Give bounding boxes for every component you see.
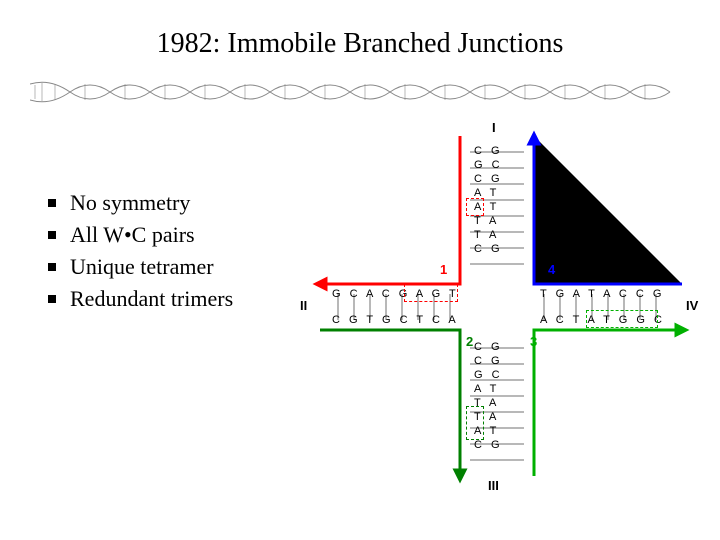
bullet-icon	[48, 199, 56, 207]
list-item: Redundant trimers	[48, 286, 233, 312]
list-item: Unique tetramer	[48, 254, 233, 280]
bullet-text: Redundant trimers	[70, 286, 233, 312]
arm-label-III: III	[488, 478, 499, 493]
list-item: No symmetry	[48, 190, 233, 216]
strand-label-2: 2	[466, 334, 473, 349]
strand-label-1: 1	[440, 262, 447, 277]
bullet-text: Unique tetramer	[70, 254, 214, 280]
highlight-box-armII	[404, 284, 458, 302]
bullet-icon	[48, 263, 56, 271]
bullet-icon	[48, 231, 56, 239]
bullet-text: All W•C pairs	[70, 222, 195, 248]
highlight-box-armIII	[466, 406, 484, 440]
arm-label-I: I	[492, 120, 496, 135]
strand-label-3: 3	[530, 334, 537, 349]
arm-IV-top-sequence: T G A T A C C G	[540, 288, 664, 300]
bullet-text: No symmetry	[70, 190, 190, 216]
arm-II-bottom-sequence: C G T G C T C A	[332, 314, 459, 326]
dna-helix-decoration	[30, 78, 690, 106]
bullet-list: No symmetry All W•C pairs Unique tetrame…	[48, 190, 233, 318]
bullet-icon	[48, 295, 56, 303]
highlight-box-armIV	[586, 310, 658, 328]
slide-title: 1982: Immobile Branched Junctions	[0, 28, 720, 60]
strand-label-4: 4	[548, 262, 555, 277]
arm-label-IV: IV	[686, 298, 698, 313]
list-item: All W•C pairs	[48, 222, 233, 248]
arm-label-II: II	[300, 298, 307, 313]
branched-junction-diagram: C G G C C G A T A T T A T A C G C G C G …	[298, 116, 706, 496]
highlight-box-armI	[466, 198, 484, 216]
